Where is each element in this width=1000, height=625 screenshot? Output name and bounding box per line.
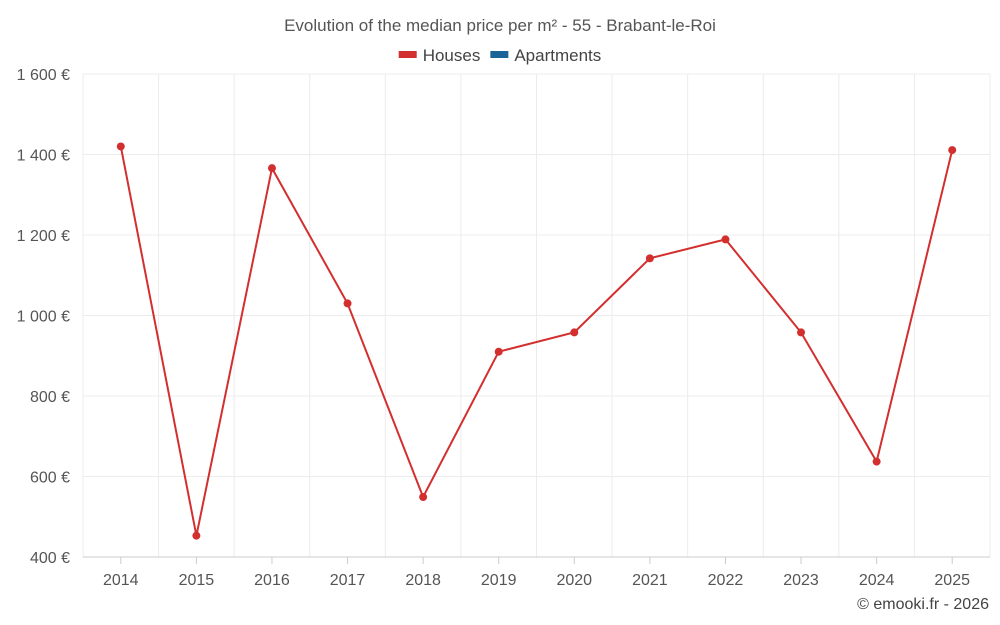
series-layer [116,142,957,540]
data-point[interactable] [948,146,957,155]
x-tick-label: 2014 [103,572,139,589]
x-tick-label: 2015 [179,572,215,589]
y-tick-label: 1 600 € [17,67,70,84]
data-point[interactable] [192,531,201,540]
y-tick-label: 600 € [30,470,70,487]
legend-label: Houses [423,46,481,65]
data-point[interactable] [797,328,806,337]
x-tick-label: 2017 [330,572,366,589]
y-tick-label: 400 € [30,550,70,567]
x-tick-label: 2019 [481,572,517,589]
x-tick-label: 2020 [556,572,592,589]
x-tick-label: 2023 [783,572,819,589]
grid [82,73,991,557]
x-tick-label: 2022 [708,572,744,589]
x-tick-label: 2016 [254,572,290,589]
data-point[interactable] [267,164,276,173]
legend-item-houses[interactable]: Houses [398,46,481,65]
x-tick-label: 2021 [632,572,668,589]
legend-label: Apartments [514,46,601,65]
axes: 400 € 600 € 800 € 1 000 € 1 200 € 1 400 € 1 60… [17,67,990,589]
data-point[interactable] [419,493,428,502]
x-tick-label: 2018 [405,572,441,589]
y-tick-label: 1 200 € [17,228,70,245]
legend-swatch [398,51,417,58]
legend-item-apartments[interactable]: Apartments [490,46,601,65]
x-tick-label: 2024 [859,572,895,589]
data-point[interactable] [116,142,125,151]
y-tick-label: 800 € [30,389,70,406]
data-point[interactable] [343,299,352,308]
legend: Houses Apartments [398,46,601,65]
data-point[interactable] [872,457,881,466]
series-line-houses [119,146,954,536]
data-point[interactable] [494,347,503,356]
legend-swatch [490,51,509,58]
data-point[interactable] [721,235,730,244]
data-point[interactable] [570,328,579,337]
data-point[interactable] [645,254,654,263]
credit-text: © emooki.fr - 2026 [857,596,989,613]
x-tick-label: 2025 [934,572,970,589]
y-tick-label: 1 000 € [17,309,70,326]
chart-title: Evolution of the median price per m² - 5… [284,16,716,35]
y-tick-label: 1 400 € [17,148,70,165]
